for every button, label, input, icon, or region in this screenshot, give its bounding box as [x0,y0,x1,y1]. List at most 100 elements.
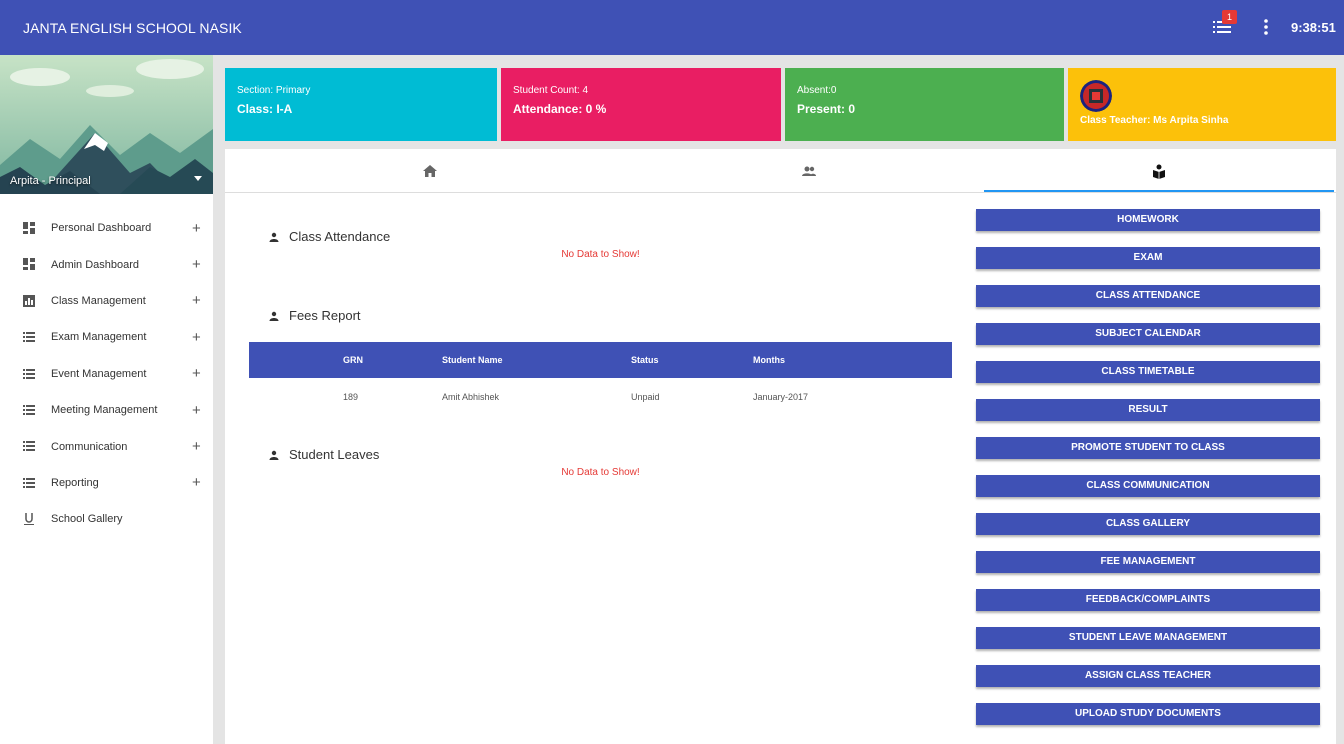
student-leave-management-button[interactable]: STUDENT LEAVE MANAGEMENT [976,627,1320,649]
sidebar-item-label: Reporting [51,476,99,489]
student-count-card: Student Count: 4 Attendance: 0 % [501,68,781,141]
sidebar-item-label: Admin Dashboard [51,258,140,271]
active-tab-indicator [984,190,1334,192]
section-title-text: Fees Report [289,308,361,323]
expand-plus-icon[interactable]: + [192,401,201,419]
column-header-grn[interactable]: GRN [343,355,363,365]
sidebar-item-personal-dashboard[interactable]: Personal Dashboard + [0,210,213,246]
clock: 9:38:51 [1291,20,1336,35]
present-label: Present: 0 [797,102,856,116]
column-header-status[interactable]: Status [631,355,659,365]
caret-down-icon[interactable] [193,173,203,183]
tab-students[interactable] [624,149,994,193]
class-timetable-button[interactable]: CLASS TIMETABLE [976,361,1320,383]
main-panel: Class Attendance No Data to Show! Fees R… [225,149,1336,744]
fee-management-button[interactable]: FEE MANAGEMENT [976,551,1320,573]
fees-report-title: Fees Report [269,308,361,323]
expand-plus-icon[interactable]: + [192,438,201,456]
mountain-landscape-image [0,55,213,194]
dashboard-icon [23,258,35,271]
fees-table: GRN Student Name Status Months 189 Amit … [249,342,952,416]
sidebar-item-meeting-management[interactable]: Meeting Management + [0,392,213,428]
list-icon [23,368,35,379]
column-header-months[interactable]: Months [753,355,785,365]
sidebar-menu: Personal Dashboard + Admin Dashboard + C… [0,210,213,538]
section-title-text: Class Attendance [289,229,391,244]
expand-plus-icon[interactable]: + [192,292,201,310]
section-title-text: Student Leaves [289,447,380,462]
chart-icon [23,294,35,307]
exam-button[interactable]: EXAM [976,247,1320,269]
tab-home[interactable] [245,149,615,193]
more-vertical-icon[interactable] [1262,18,1270,36]
notification-badge[interactable]: 1 [1222,10,1237,24]
attendance-label: Attendance: 0 % [513,102,607,116]
tab-class[interactable] [974,149,1344,193]
feedback-complaints-button[interactable]: FEEDBACK/COMPLAINTS [976,589,1320,611]
person-icon [269,232,279,242]
class-attendance-button[interactable]: CLASS ATTENDANCE [976,285,1320,307]
cell-student-name: Amit Abhishek [442,392,500,402]
section-label: Section: Primary [237,85,311,96]
list-icon [23,404,35,415]
class-label: Class: I-A [237,102,293,116]
school-title: JANTA ENGLISH SCHOOL NASIK [23,20,242,36]
cell-grn: 189 [343,392,359,402]
class-attendance-empty: No Data to Show! [561,249,640,260]
table-header: GRN Student Name Status Months [249,342,952,378]
tab-bar [225,149,1336,193]
sidebar-item-label: Class Management [51,294,146,307]
sidebar-item-label: Meeting Management [51,404,158,417]
sidebar-item-admin-dashboard[interactable]: Admin Dashboard + [0,246,213,282]
class-gallery-button[interactable]: CLASS GALLERY [976,513,1320,535]
sidebar-item-label: Exam Management [51,331,147,344]
upload-study-documents-button[interactable]: UPLOAD STUDY DOCUMENTS [976,703,1320,725]
profile-banner: Arpita - Principal [0,55,213,194]
people-icon [802,166,816,176]
student-leaves-title: Student Leaves [269,447,379,462]
cell-months: January-2017 [753,392,809,402]
promote-student-button[interactable]: PROMOTE STUDENT TO CLASS [976,437,1320,459]
sidebar-item-communication[interactable]: Communication + [0,428,213,464]
absent-present-card: Absent:0 Present: 0 [785,68,1064,141]
expand-plus-icon[interactable]: + [192,365,201,383]
cell-status: Unpaid [631,392,660,402]
homework-button[interactable]: HOMEWORK [976,209,1320,231]
assign-class-teacher-button[interactable]: ASSIGN CLASS TEACHER [976,665,1320,687]
list-icon [23,477,35,488]
subject-calendar-button[interactable]: SUBJECT CALENDAR [976,323,1320,345]
person-icon [269,311,279,321]
profile-name: Arpita - Principal [10,175,91,187]
expand-plus-icon[interactable]: + [192,219,201,237]
absent-label: Absent:0 [797,85,837,96]
top-app-bar: JANTA ENGLISH SCHOOL NASIK 1 9:38:51 [0,0,1344,55]
sidebar-item-label: Personal Dashboard [51,222,152,235]
class-teacher-label: Class Teacher: Ms Arpita Sinha [1080,115,1229,126]
sidebar-item-school-gallery[interactable]: School Gallery [0,501,213,537]
student-count-label: Student Count: 4 [513,85,589,96]
underline-icon [24,513,34,526]
dashboard-icon [23,222,35,234]
sidebar-item-exam-management[interactable]: Exam Management + [0,319,213,355]
sidebar-item-label: Communication [51,440,128,453]
expand-plus-icon[interactable]: + [192,256,201,274]
expand-plus-icon[interactable]: + [192,474,201,492]
column-header-student-name[interactable]: Student Name [442,355,503,365]
home-icon [423,165,437,177]
sidebar: Arpita - Principal Personal Dashboard + … [0,55,213,744]
sidebar-item-class-management[interactable]: Class Management + [0,283,213,319]
class-communication-button[interactable]: CLASS COMMUNICATION [976,475,1320,497]
class-icon [1153,164,1165,179]
person-icon [269,450,279,460]
class-actions: HOMEWORK EXAM CLASS ATTENDANCE SUBJECT C… [976,209,1320,741]
class-attendance-title: Class Attendance [269,229,390,244]
list-icon [23,441,35,452]
sidebar-item-label: School Gallery [51,513,123,526]
teacher-avatar [1080,80,1112,112]
result-button[interactable]: RESULT [976,399,1320,421]
sidebar-item-event-management[interactable]: Event Management + [0,356,213,392]
class-teacher-card: Class Teacher: Ms Arpita Sinha [1068,68,1336,141]
sidebar-item-reporting[interactable]: Reporting + [0,465,213,501]
table-row: 189 Amit Abhishek Unpaid January-2017 [249,378,952,416]
expand-plus-icon[interactable]: + [192,328,201,346]
